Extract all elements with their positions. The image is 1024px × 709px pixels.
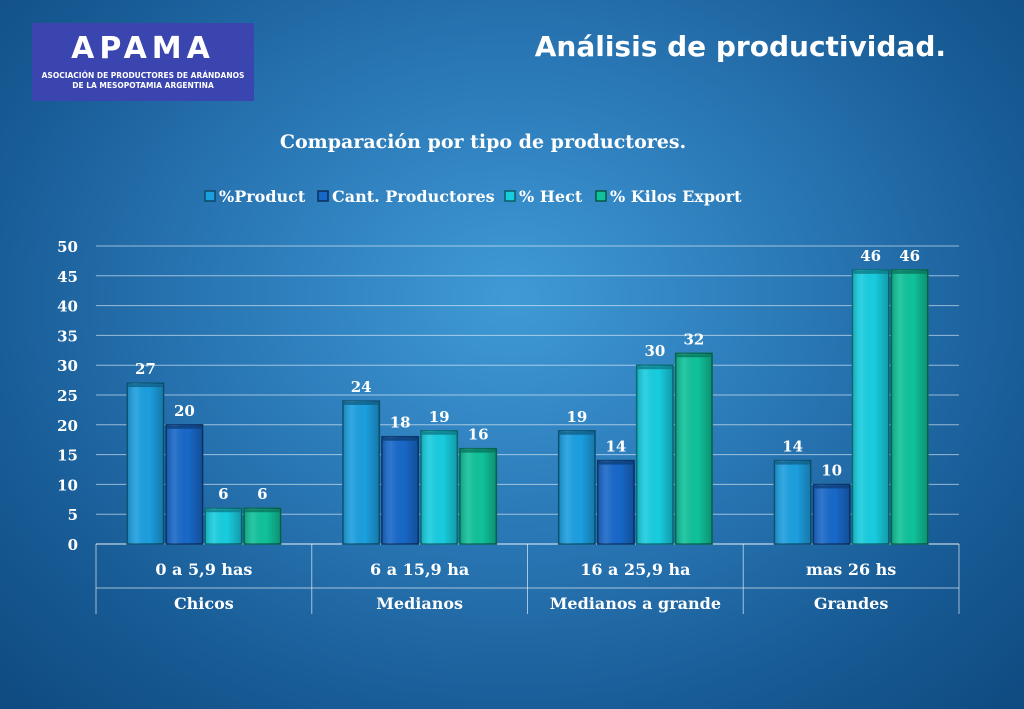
y-tick-label: 30 (57, 357, 78, 375)
bar-top-bevel (637, 366, 673, 370)
data-label: 14 (782, 438, 803, 456)
bar-top-bevel (814, 485, 849, 489)
y-axis-ticks: 0 5 10 15 20 25 30 35 40 45 50 (57, 238, 78, 554)
bar-top-bevel (892, 270, 927, 274)
data-label: 32 (683, 330, 704, 348)
data-label: 24 (351, 378, 372, 396)
bar-shading (459, 448, 497, 544)
bar-top-bevel (206, 509, 241, 513)
bar-shading (244, 508, 281, 544)
data-label: 27 (135, 360, 156, 378)
bar-top-bevel (382, 437, 418, 441)
logo-subtitle-line2: DE LA MESOPOTAMIA ARGENTINA (72, 81, 214, 90)
bar-shading (381, 436, 419, 544)
y-tick-label: 20 (57, 417, 78, 435)
page-title: Análisis de productividad. (534, 30, 946, 63)
legend-swatch (504, 190, 516, 202)
bar-top-bevel (676, 354, 712, 358)
legend-label: % Hect (519, 187, 583, 206)
chart-legend: %Product Cant. Productores % Hect % Kilos E… (204, 187, 742, 206)
data-label: 30 (644, 342, 665, 360)
data-labels: 27 20 6 6 24 18 19 16 19 14 30 32 14 10 46 46 (135, 247, 920, 503)
bar-shading (597, 460, 635, 544)
bar-shading (127, 383, 164, 544)
logo-brand: APAMA (71, 31, 215, 66)
bar-shading (774, 460, 811, 544)
x-category-label: 16 a 25,9 ha (580, 560, 690, 579)
bar-shading (852, 269, 889, 544)
data-label: 6 (218, 485, 228, 503)
bar-top-bevel (167, 425, 202, 429)
x-group-label: Grandes (814, 594, 888, 613)
data-label: 16 (468, 426, 489, 444)
x-group-label: Medianos (376, 594, 463, 613)
chart-bars (126, 269, 929, 545)
x-group-label: Chicos (174, 594, 234, 613)
bar-top-bevel (559, 431, 595, 435)
y-tick-label: 25 (57, 387, 78, 405)
bar-top-bevel (245, 509, 280, 513)
bar-shading (205, 508, 242, 544)
legend-swatch (317, 190, 329, 202)
y-tick-label: 45 (57, 268, 78, 286)
bar-top-bevel (853, 270, 888, 274)
legend-label: %Product (219, 187, 306, 206)
bar-top-bevel (343, 401, 379, 405)
bar-shading (342, 400, 380, 544)
bar-shading (420, 430, 458, 544)
chart-title: Comparación por tipo de productores. (280, 131, 686, 153)
logo-subtitle-line1: ASOCIACIÓN DE PRODUCTORES DE ARÁNDANOS (41, 71, 245, 80)
data-label: 14 (605, 438, 626, 456)
x-axis: 0 a 5,9 has Chicos 6 a 15,9 ha Medianos 16 a… (95, 544, 960, 614)
y-tick-label: 10 (57, 476, 78, 494)
bar-shading (166, 424, 203, 544)
data-label: 19 (429, 408, 450, 426)
y-tick-label: 5 (68, 506, 78, 524)
bar-shading (558, 430, 596, 544)
x-category-label: 6 a 15,9 ha (370, 560, 469, 579)
x-category-label: 0 a 5,9 has (155, 560, 252, 579)
apama-logo: APAMA ASOCIACIÓN DE PRODUCTORES DE ARÁND… (32, 23, 254, 101)
data-label: 6 (257, 485, 267, 503)
bar-top-bevel (598, 461, 634, 465)
x-category-label: mas 26 hs (806, 560, 896, 579)
y-tick-label: 0 (68, 536, 78, 554)
bar-shading (675, 353, 713, 544)
bar-shading (636, 365, 674, 544)
data-label: 20 (174, 402, 195, 420)
data-label: 18 (390, 414, 411, 432)
legend-label: % Kilos Export (610, 187, 742, 206)
y-tick-label: 50 (57, 238, 78, 256)
y-tick-label: 35 (57, 327, 78, 345)
bar-top-bevel (421, 431, 457, 435)
bar-top-bevel (128, 384, 163, 388)
legend-swatch (595, 190, 607, 202)
bar-shading (813, 484, 850, 544)
bar-top-bevel (775, 461, 810, 465)
bar-shading (891, 269, 928, 544)
x-group-label: Medianos a grande (550, 594, 721, 613)
legend-swatch (204, 190, 216, 202)
y-tick-label: 40 (57, 298, 78, 316)
data-label: 19 (566, 408, 587, 426)
legend-label: Cant. Productores (332, 187, 495, 206)
bar-top-bevel (460, 449, 496, 453)
data-label: 10 (821, 461, 842, 479)
data-label: 46 (899, 247, 920, 265)
data-label: 46 (860, 247, 881, 265)
y-tick-label: 15 (57, 447, 78, 465)
